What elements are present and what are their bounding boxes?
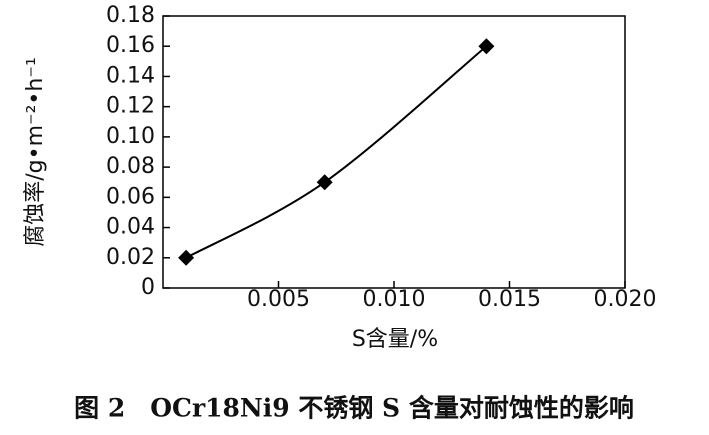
plot-frame (162, 15, 626, 289)
x-tick-label: 0.020 (594, 287, 657, 312)
x-tick-label: 0.010 (363, 287, 426, 312)
marker (316, 174, 333, 191)
y-tick-label: 0.02 (106, 245, 155, 270)
y-axis-label: 腐蚀率/g•m⁻²•h⁻¹ (23, 57, 48, 247)
x-axis-label: S含量/% (352, 327, 438, 352)
y-tick-label: 0.12 (106, 94, 155, 119)
x-tick-label: 0.015 (478, 287, 541, 312)
y-tick-label: 0.04 (106, 215, 155, 240)
caption: 图 2 OCr18Ni9 不锈钢 S 含量对耐蚀性的影响 (74, 394, 634, 423)
y-tick-label: 0.14 (106, 63, 155, 88)
x-tick-label: 0.005 (247, 287, 310, 312)
marker (478, 38, 495, 55)
line (185, 45, 488, 259)
y-tick-label: 0 (141, 275, 155, 300)
y-tick-label: 0.10 (106, 124, 155, 149)
marker (178, 249, 195, 266)
y-tick-label: 0.06 (106, 184, 155, 209)
y-tick-label: 0.16 (106, 33, 155, 58)
y-tick-label: 0.18 (106, 3, 155, 28)
y-tick-label: 0.08 (106, 154, 155, 179)
